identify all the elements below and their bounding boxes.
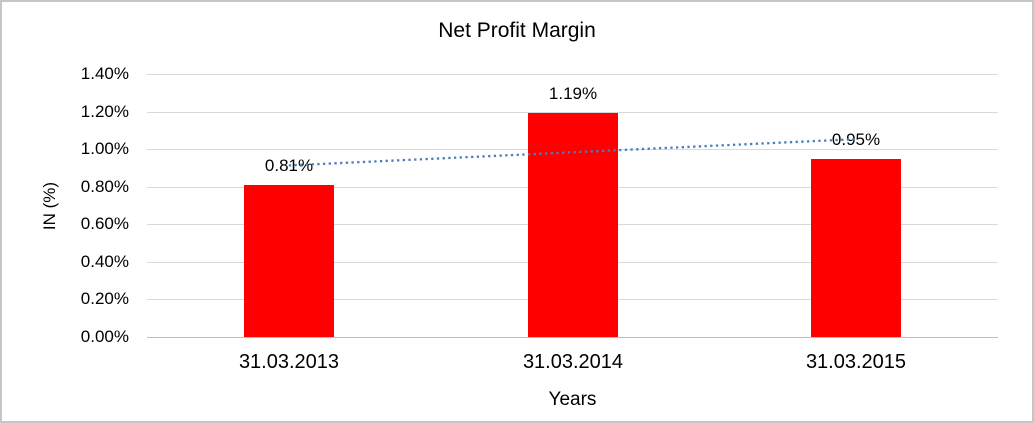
bar-31.03.2015[interactable] (811, 159, 901, 337)
x-tick-label: 31.03.2014 (522, 351, 624, 373)
y-tick-label: 1.40% (80, 64, 129, 83)
gridline (147, 74, 998, 75)
chart-title: Net Profit Margin (438, 19, 596, 42)
bar-31.03.2013[interactable] (244, 185, 334, 337)
x-axis-title: Years (548, 389, 597, 410)
bar-31.03.2014[interactable] (528, 113, 618, 337)
bar-value-label: 0.95% (831, 130, 881, 149)
y-tick-label: 0.00% (80, 327, 129, 346)
y-tick-label: 0.80% (80, 177, 129, 196)
gridline (147, 112, 998, 113)
y-tick-label: 0.20% (80, 289, 129, 308)
y-tick-label: 1.20% (80, 102, 129, 121)
x-tick-label: 31.03.2015 (805, 351, 907, 373)
y-tick-label: 0.60% (80, 214, 129, 233)
x-tick-label: 31.03.2013 (238, 351, 340, 373)
y-tick-label: 1.00% (80, 139, 129, 158)
bar-value-label: 0.81% (264, 156, 314, 175)
bar-value-label: 1.19% (548, 84, 598, 103)
y-axis-title: IN (%) (40, 181, 59, 231)
x-axis-line (147, 337, 998, 338)
y-tick-label: 0.40% (80, 252, 129, 271)
